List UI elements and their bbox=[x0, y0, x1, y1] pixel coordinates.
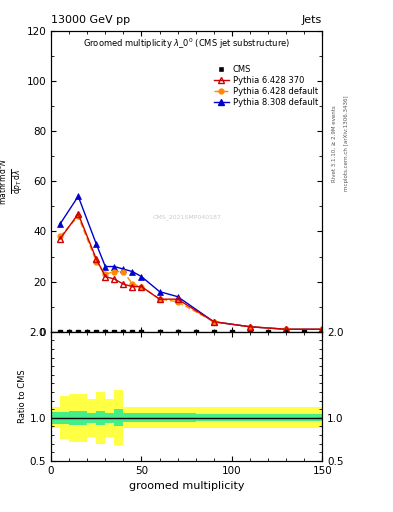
Text: Jets: Jets bbox=[302, 15, 322, 25]
Y-axis label: Ratio to CMS: Ratio to CMS bbox=[18, 370, 27, 423]
X-axis label: groomed multiplicity: groomed multiplicity bbox=[129, 481, 244, 491]
Text: 13000 GeV pp: 13000 GeV pp bbox=[51, 15, 130, 25]
Text: Rivet 3.1.10, ≥ 2.9M events: Rivet 3.1.10, ≥ 2.9M events bbox=[332, 105, 337, 182]
Text: CMS_2021SMP040187: CMS_2021SMP040187 bbox=[152, 215, 221, 220]
Text: mcplots.cern.ch [arXiv:1306.3436]: mcplots.cern.ch [arXiv:1306.3436] bbox=[344, 96, 349, 191]
Text: Groomed multiplicity $\lambda\_0^0$ (CMS jet substructure): Groomed multiplicity $\lambda\_0^0$ (CMS… bbox=[83, 37, 290, 51]
Y-axis label: $\mathrm{mathrm\,d}^2\!N$
$\overline{\mathrm{d}p_T\,\mathrm{d}\lambda}$: $\mathrm{mathrm\,d}^2\!N$ $\overline{\ma… bbox=[0, 158, 25, 204]
Legend: CMS, Pythia 6.428 370, Pythia 6.428 default, Pythia 8.308 default: CMS, Pythia 6.428 370, Pythia 6.428 defa… bbox=[214, 65, 318, 107]
